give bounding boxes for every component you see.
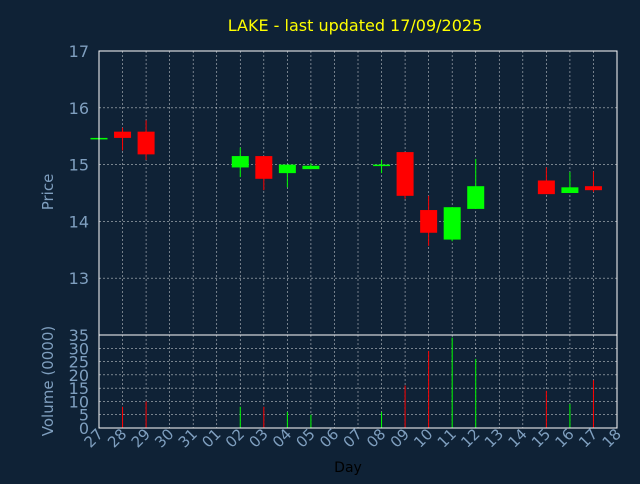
candle-body — [231, 156, 249, 168]
candle-body — [278, 164, 296, 174]
volume-tick-label: 35 — [69, 326, 89, 345]
volume-tick-label: 25 — [69, 353, 89, 372]
data-marks — [90, 120, 602, 428]
volume-panel-frame — [98, 334, 618, 429]
price-tick-label: 13 — [69, 269, 89, 288]
grid-lines — [99, 50, 618, 429]
x-tick-label: 18 — [599, 425, 625, 451]
x-tick-label: 28 — [104, 425, 130, 451]
candle-body — [396, 152, 414, 196]
candle-body — [561, 187, 579, 193]
chart-title: LAKE - last updated 17/09/2025 — [228, 16, 483, 35]
price-tick-label: 15 — [69, 156, 89, 175]
volume-tick-label: 10 — [69, 392, 89, 411]
x-tick-label: 07 — [340, 425, 366, 451]
x-tick-label: 14 — [504, 425, 530, 451]
volume-tick-label: 30 — [69, 339, 89, 358]
x-tick-label: 10 — [410, 425, 436, 451]
x-tick-label: 03 — [245, 425, 271, 451]
volume-tick-label: 0 — [79, 419, 89, 438]
x-tick-label: 09 — [387, 425, 413, 451]
candle-body — [467, 186, 485, 209]
x-tick-label: 30 — [151, 425, 177, 451]
axes: 1314151617051015202530352728293031010203… — [69, 42, 625, 451]
candle-body — [373, 164, 391, 167]
price-axis-label: Price — [39, 174, 57, 211]
x-tick-label: 29 — [128, 425, 154, 451]
candle-body — [255, 156, 273, 179]
volume-tick-label: 20 — [69, 366, 89, 385]
x-tick-label: 11 — [434, 425, 460, 451]
x-tick-label: 05 — [293, 425, 319, 451]
x-tick-label: 01 — [198, 425, 224, 451]
price-tick-label: 16 — [69, 99, 89, 118]
x-tick-label: 13 — [481, 425, 507, 451]
volume-tick-label: 5 — [79, 406, 89, 425]
volume-tick-label: 15 — [69, 379, 89, 398]
candle-body — [584, 186, 602, 191]
price-tick-label: 17 — [69, 42, 89, 61]
x-tick-label: 31 — [175, 425, 201, 451]
price-tick-label: 14 — [69, 212, 89, 231]
candle-body — [137, 131, 155, 155]
x-tick-label: 16 — [552, 425, 578, 451]
x-tick-label: 02 — [222, 425, 248, 451]
candle-body — [537, 180, 555, 195]
x-tick-label: 12 — [457, 425, 483, 451]
x-axis-label: Day — [334, 460, 362, 476]
candle-body — [114, 131, 132, 138]
x-tick-label: 06 — [316, 425, 342, 451]
x-tick-label: 15 — [528, 425, 554, 451]
x-tick-label: 04 — [269, 425, 295, 451]
candle-body — [302, 165, 320, 170]
candle-body — [443, 207, 461, 240]
candle-body — [420, 210, 438, 233]
x-tick-label: 08 — [363, 425, 389, 451]
x-tick-label: 17 — [575, 425, 601, 451]
volume-axis-label: Volume (0000) — [39, 326, 57, 436]
